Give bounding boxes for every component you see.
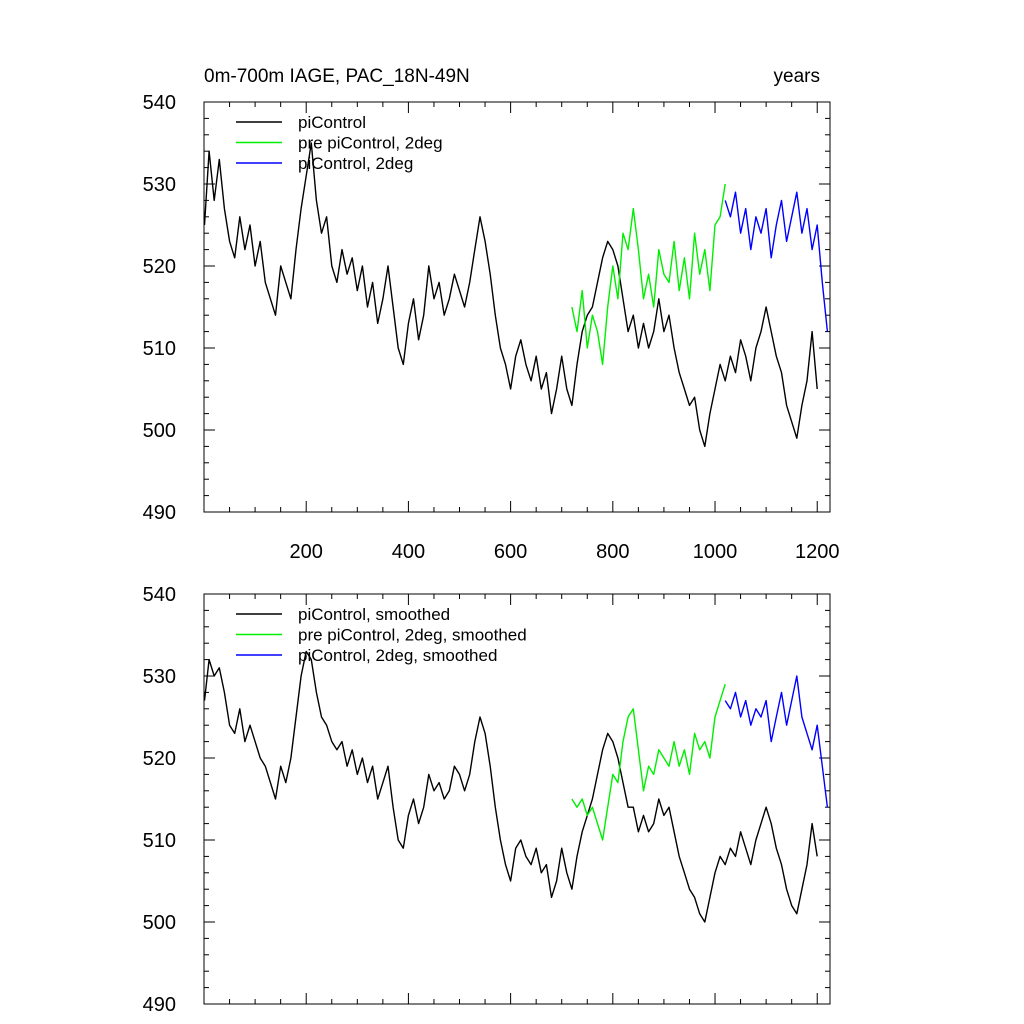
bottom-panel: 490 500 510 520 530 540 piControl, smoothed pre… — [143, 584, 831, 1016]
y-tick-label: 490 — [143, 994, 176, 1016]
series-line-1 — [203, 650, 818, 923]
legend-label: piControl, 2deg — [298, 154, 413, 173]
x-tick-label: 200 — [290, 541, 323, 563]
y-tick-label: 520 — [143, 256, 176, 278]
x-tick-label: 1000 — [693, 541, 738, 563]
y-tick-label: 530 — [143, 666, 176, 688]
y-tick-label: 530 — [143, 174, 176, 196]
series-line-2 — [571, 183, 726, 366]
title-right: years — [774, 66, 820, 87]
x-tick-label: 1200 — [795, 541, 840, 563]
x-tick-label: 400 — [392, 541, 425, 563]
y-tick-label: 540 — [143, 92, 176, 114]
series-line-1 — [203, 142, 818, 448]
legend-label: piControl — [298, 113, 366, 132]
legend-label: pre piControl, 2deg — [298, 134, 443, 153]
y-tick-label: 500 — [143, 420, 176, 442]
series-line-3 — [724, 675, 829, 808]
y-tick-label: 540 — [143, 584, 176, 606]
title-left: 0m-700m IAGE, PAC_18N-49N — [204, 66, 470, 87]
y-tick-label: 490 — [143, 502, 176, 524]
x-tick-label: 600 — [494, 541, 527, 563]
legend-label: piControl, 2deg, smoothed — [298, 646, 497, 665]
top-panel: 0m-700m IAGE, PAC_18N-49N years 490 500 51… — [143, 66, 840, 563]
plot-frame — [203, 593, 831, 1005]
legend-label: piControl, smoothed — [298, 605, 450, 624]
x-tick-label: 800 — [596, 541, 629, 563]
plot-frame — [203, 101, 831, 513]
y-tick-label: 510 — [143, 830, 176, 852]
y-tick-label: 510 — [143, 338, 176, 360]
y-tick-label: 500 — [143, 912, 176, 934]
y-tick-label: 520 — [143, 748, 176, 770]
legend-label: pre piControl, 2deg, smoothed — [298, 626, 527, 645]
series-line-2 — [571, 683, 726, 841]
series-line-3 — [724, 191, 829, 332]
